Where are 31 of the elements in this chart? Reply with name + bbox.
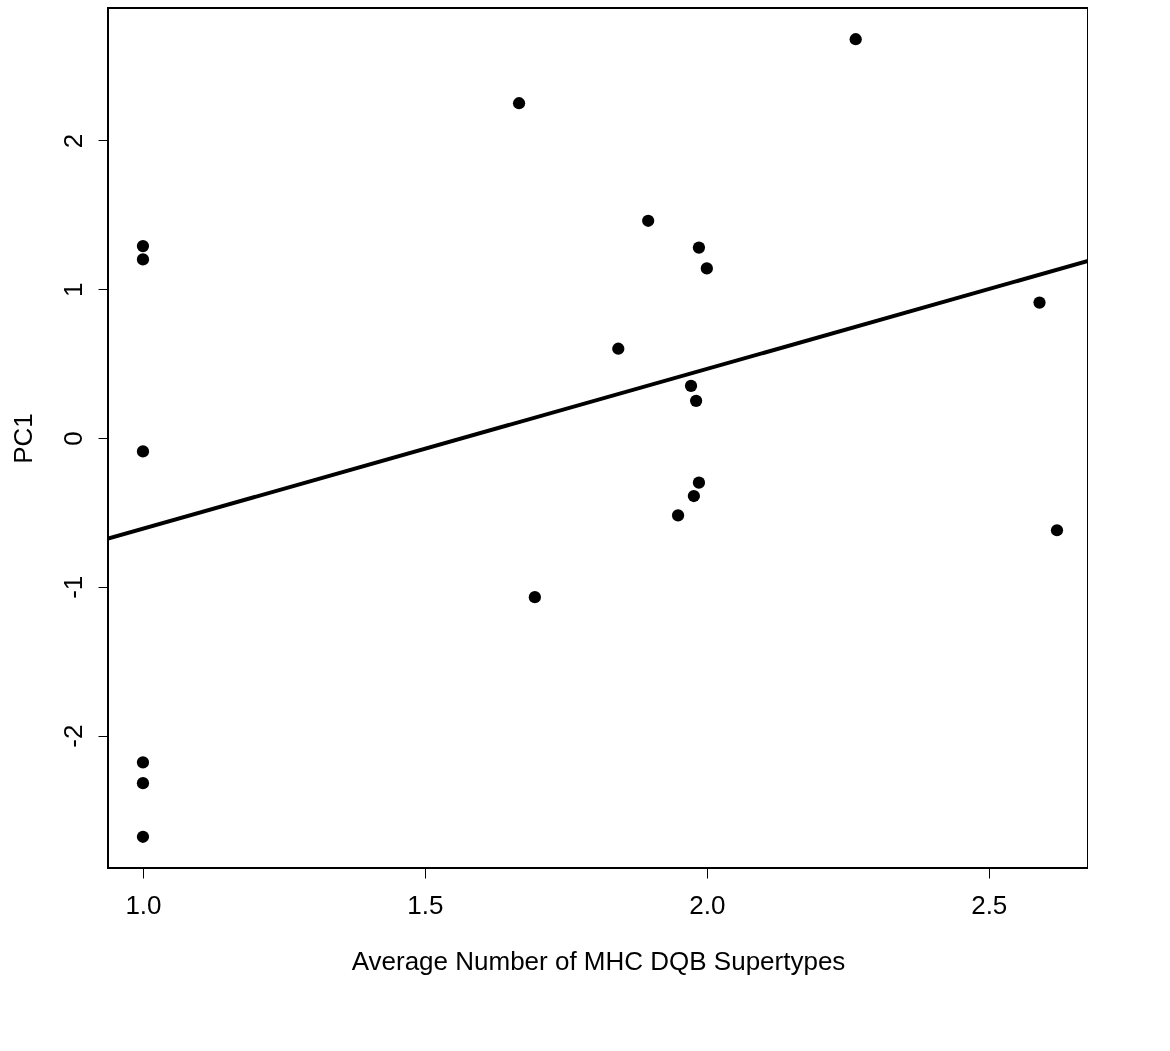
- point: [671, 509, 685, 522]
- y-tick-label: -2: [57, 724, 88, 748]
- point: [136, 830, 150, 843]
- point: [136, 756, 150, 769]
- point: [136, 777, 150, 790]
- point: [512, 97, 526, 110]
- x-tick-label: 2.0: [689, 889, 726, 920]
- point: [136, 253, 150, 266]
- point: [692, 241, 706, 254]
- y-axis-title: PC1: [7, 413, 38, 464]
- y-tick-label: 1: [57, 282, 88, 297]
- point: [1050, 524, 1064, 537]
- point: [642, 214, 655, 227]
- point: [528, 591, 541, 604]
- point: [849, 33, 862, 46]
- point: [684, 379, 698, 393]
- point: [687, 489, 700, 503]
- point: [700, 262, 713, 275]
- x-axis-title: Average Number of MHC DQB Supertypes: [351, 945, 846, 976]
- y-tick-label: 0: [57, 431, 88, 446]
- point: [612, 342, 625, 355]
- point: [1033, 296, 1046, 309]
- point: [136, 445, 150, 458]
- x-tick-label: 1.0: [125, 889, 162, 920]
- x-tick-label: 1.5: [407, 889, 444, 920]
- point: [136, 239, 150, 253]
- x-tick-label: 2.5: [971, 889, 1008, 920]
- point: [692, 476, 706, 489]
- y-tick-label: -1: [57, 575, 88, 599]
- y-tick-label: 2: [57, 133, 88, 149]
- point: [689, 394, 703, 407]
